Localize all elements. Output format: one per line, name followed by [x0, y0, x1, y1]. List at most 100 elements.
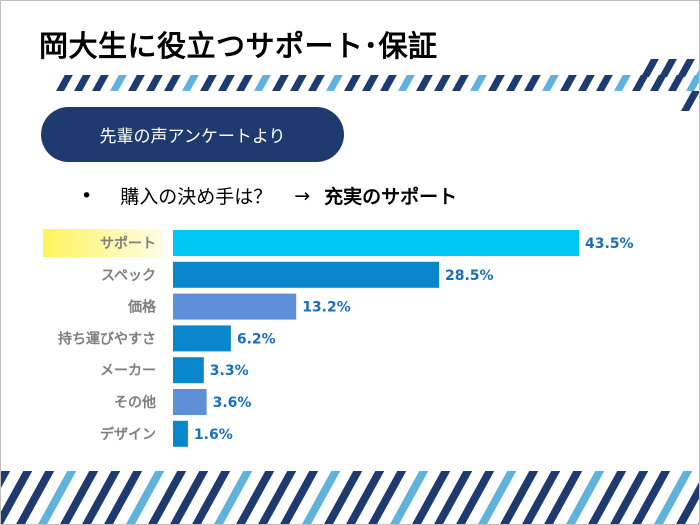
stripe: [362, 75, 379, 91]
stripe: [677, 59, 695, 77]
stripe: [659, 59, 677, 77]
stripe: [302, 471, 341, 524]
answer-text: 充実のサポート: [324, 186, 458, 208]
bar: [173, 420, 188, 447]
stripe: [324, 471, 363, 524]
bar: [173, 325, 231, 352]
bar: [173, 293, 297, 320]
stripe: [650, 75, 667, 91]
stripe: [126, 471, 165, 524]
question-text: 購入の決め手は？: [120, 186, 273, 208]
stripe: [686, 75, 699, 91]
stripe: [500, 471, 539, 524]
stripe: [346, 471, 385, 524]
stripe: [254, 75, 271, 91]
stripe: [280, 471, 319, 524]
bar: [173, 389, 207, 415]
value-label: 3.6%: [213, 395, 252, 411]
stripe: [641, 59, 659, 77]
stripe: [596, 75, 613, 91]
top-right-stripe-band-2: [681, 91, 699, 111]
value-label: 43.5%: [585, 236, 634, 252]
bar: [173, 357, 204, 384]
stripe: [588, 471, 627, 524]
stripe: [60, 471, 99, 524]
stripe: [566, 471, 605, 524]
survey-pill-label: 先輩の声アンケートより: [99, 127, 286, 147]
stripe: [452, 75, 469, 91]
stripe: [146, 75, 163, 91]
stripe: [74, 75, 91, 91]
category-label: 持ち運びやすさ: [58, 330, 156, 347]
category-label: サポート: [100, 235, 156, 252]
stripe: [506, 75, 523, 91]
value-label: 1.6%: [194, 427, 233, 443]
stripe: [542, 75, 559, 91]
stripe: [522, 471, 561, 524]
stripe: [148, 471, 187, 524]
bar: [173, 261, 439, 288]
stripe: [1, 471, 33, 524]
category-highlight: [43, 229, 163, 257]
stripe: [82, 471, 121, 524]
stripe: [434, 75, 451, 91]
stripe: [308, 75, 325, 91]
slide-title: 岡大生に役立つサポート･保証: [39, 29, 438, 63]
stripe: [272, 75, 289, 91]
stripe: [38, 471, 77, 524]
stripe: [676, 482, 699, 524]
category-label: デザイン: [100, 426, 156, 443]
stripe: [695, 69, 699, 77]
bottom-stripe-band: [1, 471, 699, 524]
stripe: [380, 75, 397, 91]
stripe: [326, 75, 343, 91]
stripe: [614, 75, 631, 91]
stripe: [390, 471, 429, 524]
top-right-stripe-band: [641, 59, 699, 77]
stripe: [164, 75, 181, 91]
stripe: [214, 471, 253, 524]
stripe: [398, 75, 415, 91]
stripe: [182, 75, 199, 91]
stripe: [192, 471, 231, 524]
stripe: [16, 471, 55, 524]
stripe: [236, 471, 275, 524]
stripe: [681, 91, 699, 111]
stripe: [104, 471, 143, 524]
stripe: [456, 471, 495, 524]
category-label: メーカー: [100, 363, 156, 379]
category-label: スペック: [101, 268, 156, 284]
survey-pill: 先輩の声アンケートより: [41, 107, 344, 162]
stripe: [654, 471, 693, 524]
stripe: [610, 471, 649, 524]
stripe: [544, 471, 583, 524]
stripe: [110, 75, 127, 91]
category-label: 価格: [127, 299, 157, 316]
stripe: [92, 75, 109, 91]
stripe: [632, 75, 649, 91]
stripe: [1, 471, 11, 488]
stripe: [200, 75, 217, 91]
stripe: [524, 75, 541, 91]
top-stripe-band: [56, 75, 699, 91]
category-label: その他: [114, 394, 156, 411]
stripe: [478, 471, 517, 524]
arrow-icon: →: [294, 184, 311, 207]
stripe: [290, 75, 307, 91]
stripe: [470, 75, 487, 91]
stripe: [344, 75, 361, 91]
stripe: [416, 75, 433, 91]
stripe: [236, 75, 253, 91]
stripe: [560, 75, 577, 91]
stripe: [56, 75, 73, 91]
stripe: [632, 471, 671, 524]
stripe: [368, 471, 407, 524]
stripe: [698, 522, 699, 524]
value-label: 28.5%: [445, 268, 494, 284]
value-label: 13.2%: [302, 300, 351, 316]
stripe: [218, 75, 235, 91]
decision-bullet: • 購入の決め手は？ → 充実のサポート: [81, 182, 457, 209]
